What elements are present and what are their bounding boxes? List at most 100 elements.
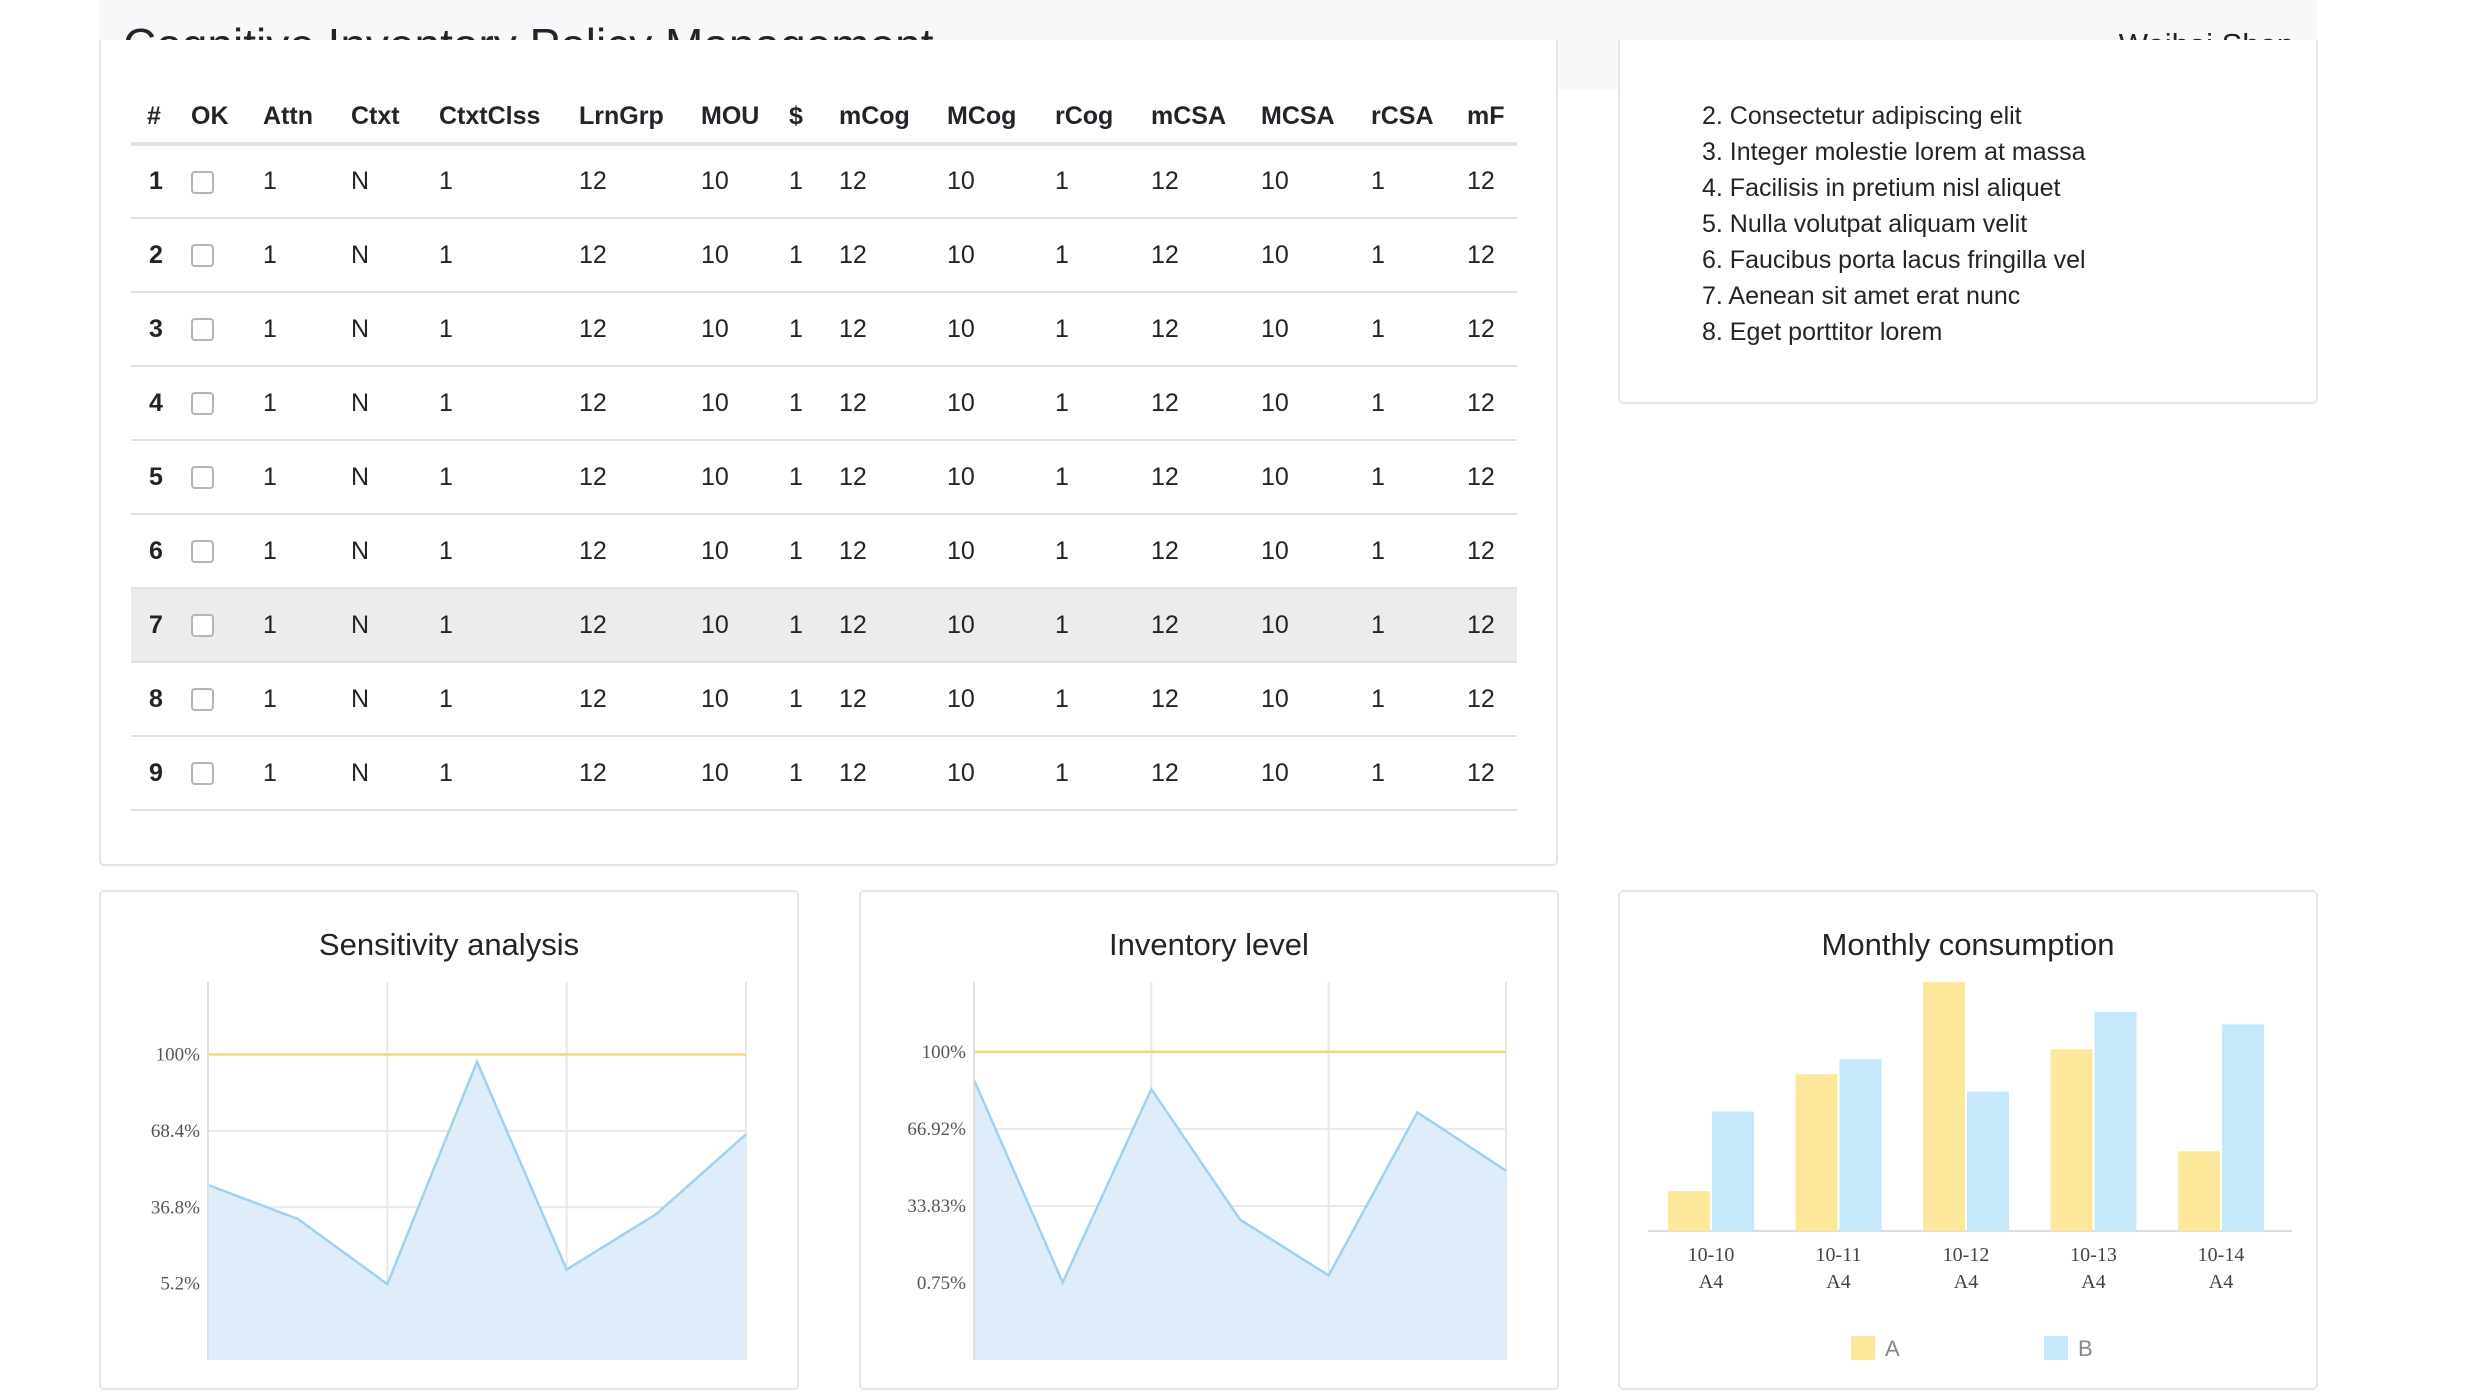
table-row[interactable]: 4 1 N 1 12 10 1 12 10 1 12 10 1 12 bbox=[131, 366, 1517, 441]
monthly-consumption-chart: 10-10 A4 10-11 A4 10-12 A4 10-13 A4 10-14 A4 A B bbox=[1648, 982, 2292, 1361]
table-cell: 1 bbox=[1055, 514, 1151, 589]
table-cell: 1 bbox=[439, 662, 579, 737]
column-header[interactable]: Attn bbox=[263, 90, 351, 146]
list-item: 8. Eget porttitor lorem bbox=[1702, 318, 1943, 346]
list-item: 7. Aenean sit amet erat nunc bbox=[1702, 282, 2021, 310]
bar-series-b bbox=[2094, 1011, 2137, 1231]
ok-checkbox[interactable] bbox=[191, 392, 214, 416]
table-cell: 12 bbox=[839, 144, 947, 219]
table-cell: N bbox=[351, 218, 439, 293]
ok-checkbox[interactable] bbox=[191, 540, 214, 564]
table-cell: 1 bbox=[789, 292, 839, 367]
column-header[interactable]: # bbox=[131, 90, 191, 146]
table-cell: 10 bbox=[947, 144, 1055, 219]
table-cell: 10 bbox=[1261, 292, 1371, 367]
ok-checkbox[interactable] bbox=[191, 244, 214, 268]
table-cell: 12 bbox=[579, 736, 701, 811]
column-header[interactable]: CtxtClss bbox=[439, 90, 579, 146]
table-cell: 10 bbox=[701, 514, 789, 589]
table-cell: 12 bbox=[839, 218, 947, 293]
list-item: 6. Faucibus porta lacus fringilla vel bbox=[1702, 246, 2086, 274]
table-cell: 1 bbox=[1055, 218, 1151, 293]
table-cell: 1 bbox=[439, 514, 579, 589]
table-cell: 10 bbox=[1261, 144, 1371, 219]
column-header[interactable]: mCog bbox=[839, 90, 947, 146]
x-tick-label: 10-13 bbox=[2070, 1244, 2117, 1266]
table-cell: 1 bbox=[263, 662, 351, 737]
table-row[interactable]: 6 1 N 1 12 10 1 12 10 1 12 10 1 12 bbox=[131, 514, 1517, 589]
legend-swatch bbox=[1851, 1336, 1875, 1360]
table-cell: 1 bbox=[1371, 292, 1467, 367]
legend-label: A bbox=[1885, 1336, 1900, 1361]
sensitivity-analysis-card: Sensitivity analysis 100% 68.4% 36.8% 5.2% bbox=[99, 890, 799, 1390]
y-tick-label: 100% bbox=[156, 1045, 201, 1066]
series-area bbox=[208, 1061, 746, 1360]
table-cell: 1 bbox=[1371, 144, 1467, 219]
column-header[interactable]: rCog bbox=[1055, 90, 1151, 146]
table-cell: 1 bbox=[789, 440, 839, 515]
chart-title: Monthly consumption bbox=[1821, 927, 2115, 962]
table-row[interactable]: 2 1 N 1 12 10 1 12 10 1 12 10 1 12 bbox=[131, 218, 1517, 293]
column-header[interactable]: OK bbox=[191, 90, 263, 146]
column-header[interactable]: rCSA bbox=[1371, 90, 1467, 146]
table-cell: 1 bbox=[789, 514, 839, 589]
table-row[interactable]: 3 1 N 1 12 10 1 12 10 1 12 10 1 12 bbox=[131, 292, 1517, 367]
table-cell: 12 bbox=[1151, 144, 1261, 219]
table-cell: 12 bbox=[839, 292, 947, 367]
column-header[interactable]: mCSA bbox=[1151, 90, 1261, 146]
y-tick-label: 0.75% bbox=[917, 1273, 966, 1294]
column-header[interactable]: MCog bbox=[947, 90, 1055, 146]
column-header[interactable]: mF bbox=[1467, 90, 1517, 146]
table-cell: 1 bbox=[263, 736, 351, 811]
table-cell: 12 bbox=[839, 736, 947, 811]
column-header[interactable]: $ bbox=[789, 90, 839, 146]
table-cell: 10 bbox=[701, 292, 789, 367]
ok-checkbox[interactable] bbox=[191, 170, 214, 194]
table-cell: 12 bbox=[839, 588, 947, 663]
column-header[interactable]: MCSA bbox=[1261, 90, 1371, 146]
ok-checkbox[interactable] bbox=[191, 466, 214, 490]
policy-table-scroll[interactable]: # OK Attn Ctxt CtxtClss LrnGrp MOU $ mCog MCog rCo… bbox=[131, 90, 1528, 811]
table-cell: 4 bbox=[131, 366, 191, 441]
table-cell: 12 bbox=[1467, 662, 1517, 737]
table-cell: 12 bbox=[579, 218, 701, 293]
table-cell: 10 bbox=[1261, 662, 1371, 737]
table-cell: 1 bbox=[789, 662, 839, 737]
list-item: 2. Consectetur adipiscing elit bbox=[1702, 102, 2022, 130]
table-cell: 1 bbox=[1055, 440, 1151, 515]
table-cell: 1 bbox=[1371, 662, 1467, 737]
table-cell: 12 bbox=[1151, 662, 1261, 737]
bar-series-a bbox=[1795, 1074, 1838, 1231]
table-cell bbox=[191, 736, 263, 811]
table-row[interactable]: 5 1 N 1 12 10 1 12 10 1 12 10 1 12 bbox=[131, 440, 1517, 515]
inventory-level-card: Inventory level 100% 66.92% 33.83% 0.75% bbox=[859, 890, 1559, 1390]
sensitivity-analysis-chart: 100% 68.4% 36.8% 5.2% bbox=[151, 982, 747, 1360]
table-cell: 1 bbox=[263, 144, 351, 219]
ok-checkbox[interactable] bbox=[191, 688, 214, 712]
table-cell: 10 bbox=[1261, 588, 1371, 663]
ok-checkbox[interactable] bbox=[191, 318, 214, 342]
table-cell bbox=[191, 662, 263, 737]
table-cell: 12 bbox=[1467, 292, 1517, 367]
table-cell: N bbox=[351, 514, 439, 589]
y-tick-label: 66.92% bbox=[907, 1119, 966, 1140]
table-cell: N bbox=[351, 588, 439, 663]
column-header[interactable]: LrnGrp bbox=[579, 90, 701, 146]
table-cell: 12 bbox=[579, 588, 701, 663]
legend-label: B bbox=[2078, 1336, 2093, 1361]
table-cell: 1 bbox=[789, 588, 839, 663]
table-row[interactable]: 8 1 N 1 12 10 1 12 10 1 12 10 1 12 bbox=[131, 662, 1517, 737]
column-header[interactable]: MOU bbox=[701, 90, 789, 146]
table-cell: 10 bbox=[1261, 736, 1371, 811]
bar-series-a bbox=[1668, 1191, 1710, 1231]
ok-checkbox[interactable] bbox=[191, 762, 214, 786]
table-row[interactable]: 1 1 N 1 12 10 1 12 10 1 12 10 1 12 bbox=[131, 144, 1517, 219]
x-tick-label: 10-12 bbox=[1943, 1244, 1990, 1266]
column-header[interactable]: Ctxt bbox=[351, 90, 439, 146]
table-cell: 12 bbox=[839, 366, 947, 441]
table-cell: 1 bbox=[439, 292, 579, 367]
table-row[interactable]: 7 1 N 1 12 10 1 12 10 1 12 10 1 12 bbox=[131, 588, 1517, 663]
table-row[interactable]: 9 1 N 1 12 10 1 12 10 1 12 10 1 12 bbox=[131, 736, 1517, 811]
ok-checkbox[interactable] bbox=[191, 614, 214, 638]
table-cell: 10 bbox=[701, 736, 789, 811]
